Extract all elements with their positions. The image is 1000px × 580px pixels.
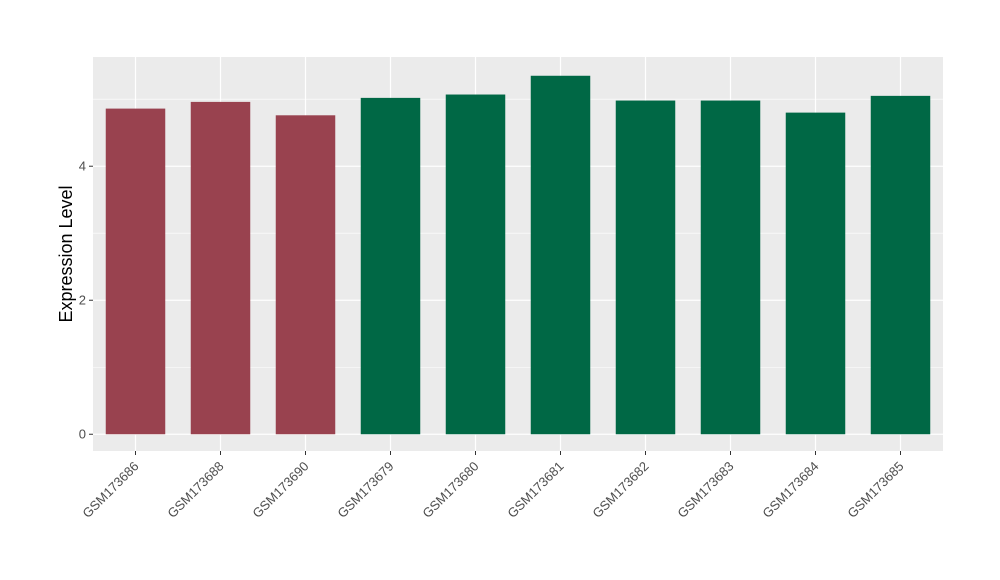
x-tick-label: GSM173686 [79,459,141,521]
x-tick-label: GSM173685 [844,459,906,521]
bar-GSM173688 [190,101,251,435]
bar-GSM173680 [445,94,506,435]
x-tick-label: GSM173680 [419,459,481,521]
y-tick-label: 0 [79,427,86,442]
bar-GSM173683 [700,100,761,435]
x-tick-label: GSM173683 [674,459,736,521]
x-tick-label: GSM173679 [334,459,396,521]
bars [105,75,931,435]
bar-GSM173682 [615,100,676,435]
bar-GSM173681 [530,75,591,435]
bar-GSM173690 [275,115,336,435]
x-tick-label: GSM173688 [164,459,226,521]
x-tick-label: GSM173682 [589,459,651,521]
bar-GSM173686 [105,108,166,435]
x-tick-label: GSM173690 [249,459,311,521]
bar-GSM173684 [785,112,846,435]
x-axis: GSM173686 GSM173688 GSM173690 GSM173679 GSM1… [79,451,907,521]
y-axis-title: Expression Level [56,185,76,322]
y-tick-label: 4 [79,159,86,174]
bar-GSM173685 [870,95,931,435]
y-tick-label: 2 [79,293,86,308]
x-tick-label: GSM173681 [504,459,566,521]
bar-GSM173679 [360,97,421,435]
y-axis: 0 2 4 [79,159,93,442]
x-tick-label: GSM173684 [759,459,821,521]
